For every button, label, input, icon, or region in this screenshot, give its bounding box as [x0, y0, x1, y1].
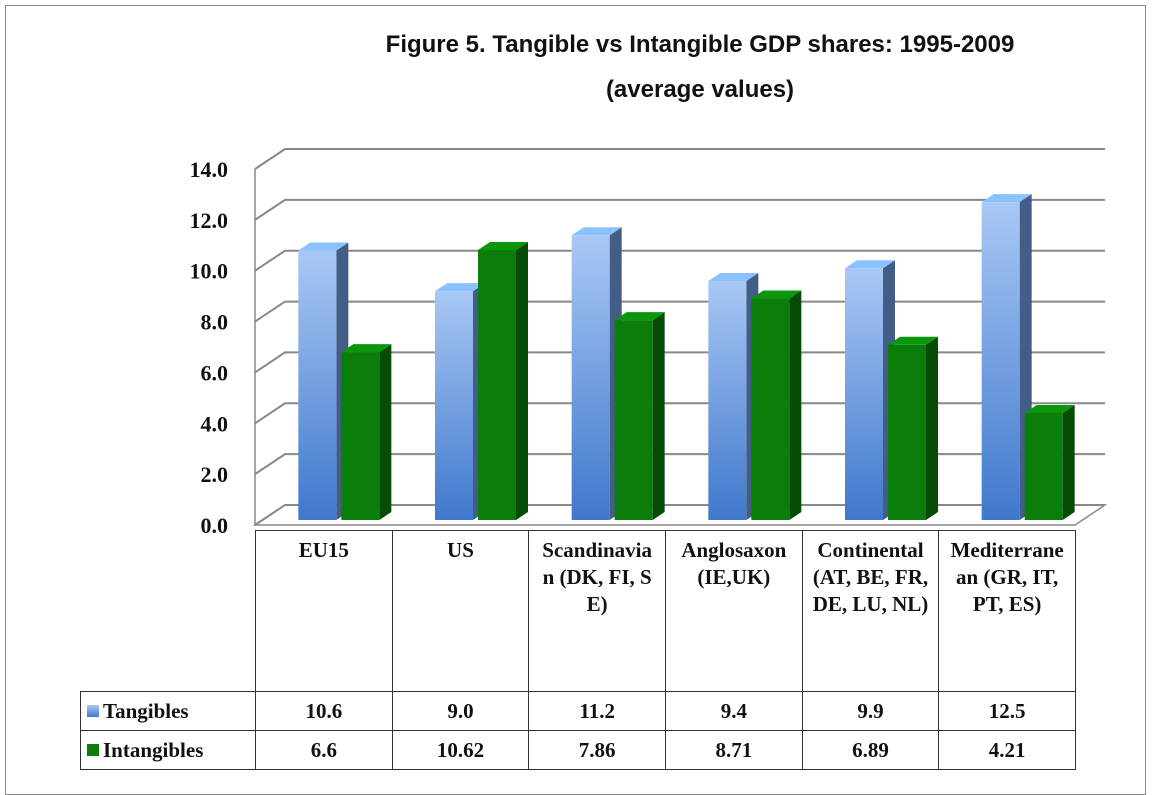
bar-top: [1024, 404, 1075, 413]
bar-top: [298, 242, 349, 251]
grid-line: [254, 453, 1105, 475]
bar: [435, 283, 485, 520]
grid-line: [254, 198, 1105, 221]
data-label: 10.6: [255, 691, 393, 731]
grid-line: [254, 402, 1105, 425]
data-label: 7.86: [528, 730, 666, 770]
category-cell: Mediterranean (GR, IT, PT, ES): [938, 530, 1076, 692]
legend-swatch: [87, 705, 99, 717]
bar-top: [751, 290, 802, 299]
data-label: 8.71: [665, 730, 803, 770]
bar: [1024, 404, 1075, 520]
bar: [614, 312, 665, 520]
bar-front: [435, 291, 473, 520]
bar: [571, 227, 622, 520]
legend-swatch: [87, 744, 99, 756]
y-tick-label: 2.0: [201, 462, 229, 487]
data-label: 6.89: [801, 730, 940, 770]
bar-top: [571, 227, 622, 236]
grid-line: [254, 148, 1105, 170]
bar-front: [981, 202, 1020, 520]
bar-front: [1024, 412, 1063, 520]
bar: [888, 336, 938, 520]
bar-side: [516, 241, 528, 520]
y-tick-label: 0.0: [201, 513, 229, 538]
bar-front: [751, 298, 790, 520]
category-cell: Scandinavian (DK, FI, SE): [528, 530, 666, 692]
bar-side: [379, 344, 392, 520]
data-label: 9.0: [391, 691, 530, 731]
legend-entry: Tangibles: [80, 691, 256, 731]
bar-front: [478, 249, 516, 520]
y-tick-label: 12.0: [190, 208, 229, 233]
bar: [341, 344, 392, 520]
bar-top: [478, 241, 528, 250]
grid-line: [254, 351, 1105, 374]
category-cell: EU15: [255, 530, 393, 692]
category-cell: Anglosaxon (IE,UK): [665, 530, 803, 692]
bar-top: [435, 283, 485, 292]
data-label: 9.4: [665, 691, 803, 731]
bar-side: [789, 290, 802, 520]
bar-front: [571, 235, 610, 520]
legend-label: Tangibles: [103, 698, 189, 723]
bar-top: [888, 336, 938, 345]
y-tick-label: 10.0: [190, 259, 229, 284]
category-cell: Continental (AT, BE, FR, DE, LU, NL): [801, 530, 940, 692]
grid-line: [254, 504, 1105, 526]
bar-front: [845, 268, 883, 520]
bar: [981, 194, 1032, 520]
bar-front: [298, 250, 337, 520]
data-label: 10.62: [391, 730, 530, 770]
bar-top: [981, 194, 1032, 203]
chart-title: Figure 5. Tangible vs Intangible GDP sha…: [386, 31, 1015, 58]
bar-side: [926, 336, 938, 520]
bar-top: [341, 344, 392, 353]
grid-line: [254, 300, 1105, 323]
bar-side: [1062, 404, 1075, 520]
y-tick-label: 6.0: [201, 360, 229, 385]
data-label: 9.9: [801, 691, 940, 731]
legend-entry: Intangibles: [80, 730, 256, 770]
bar-front: [341, 352, 380, 520]
y-tick-label: 4.0: [201, 411, 229, 436]
bar-top: [614, 312, 665, 321]
bar: [478, 241, 528, 520]
bar-front: [888, 344, 926, 520]
data-label: 6.6: [255, 730, 393, 770]
y-tick-label: 8.0: [201, 310, 229, 335]
bar-front: [708, 280, 747, 520]
bar-front: [614, 320, 653, 520]
data-label: 12.5: [938, 691, 1076, 731]
legend-label: Intangibles: [103, 737, 204, 762]
bar: [845, 260, 895, 520]
bar: [751, 290, 802, 520]
bar: [708, 272, 759, 520]
chart-subtitle: (average values): [606, 76, 794, 103]
bar-top: [845, 260, 895, 269]
bar-side: [652, 312, 665, 520]
bar-top: [708, 272, 759, 281]
data-label: 4.21: [938, 730, 1076, 770]
bar: [298, 242, 349, 520]
y-tick-label: 14.0: [190, 157, 229, 182]
data-label: 11.2: [528, 691, 666, 731]
grid-line: [254, 249, 1105, 272]
category-cell: US: [391, 530, 530, 692]
